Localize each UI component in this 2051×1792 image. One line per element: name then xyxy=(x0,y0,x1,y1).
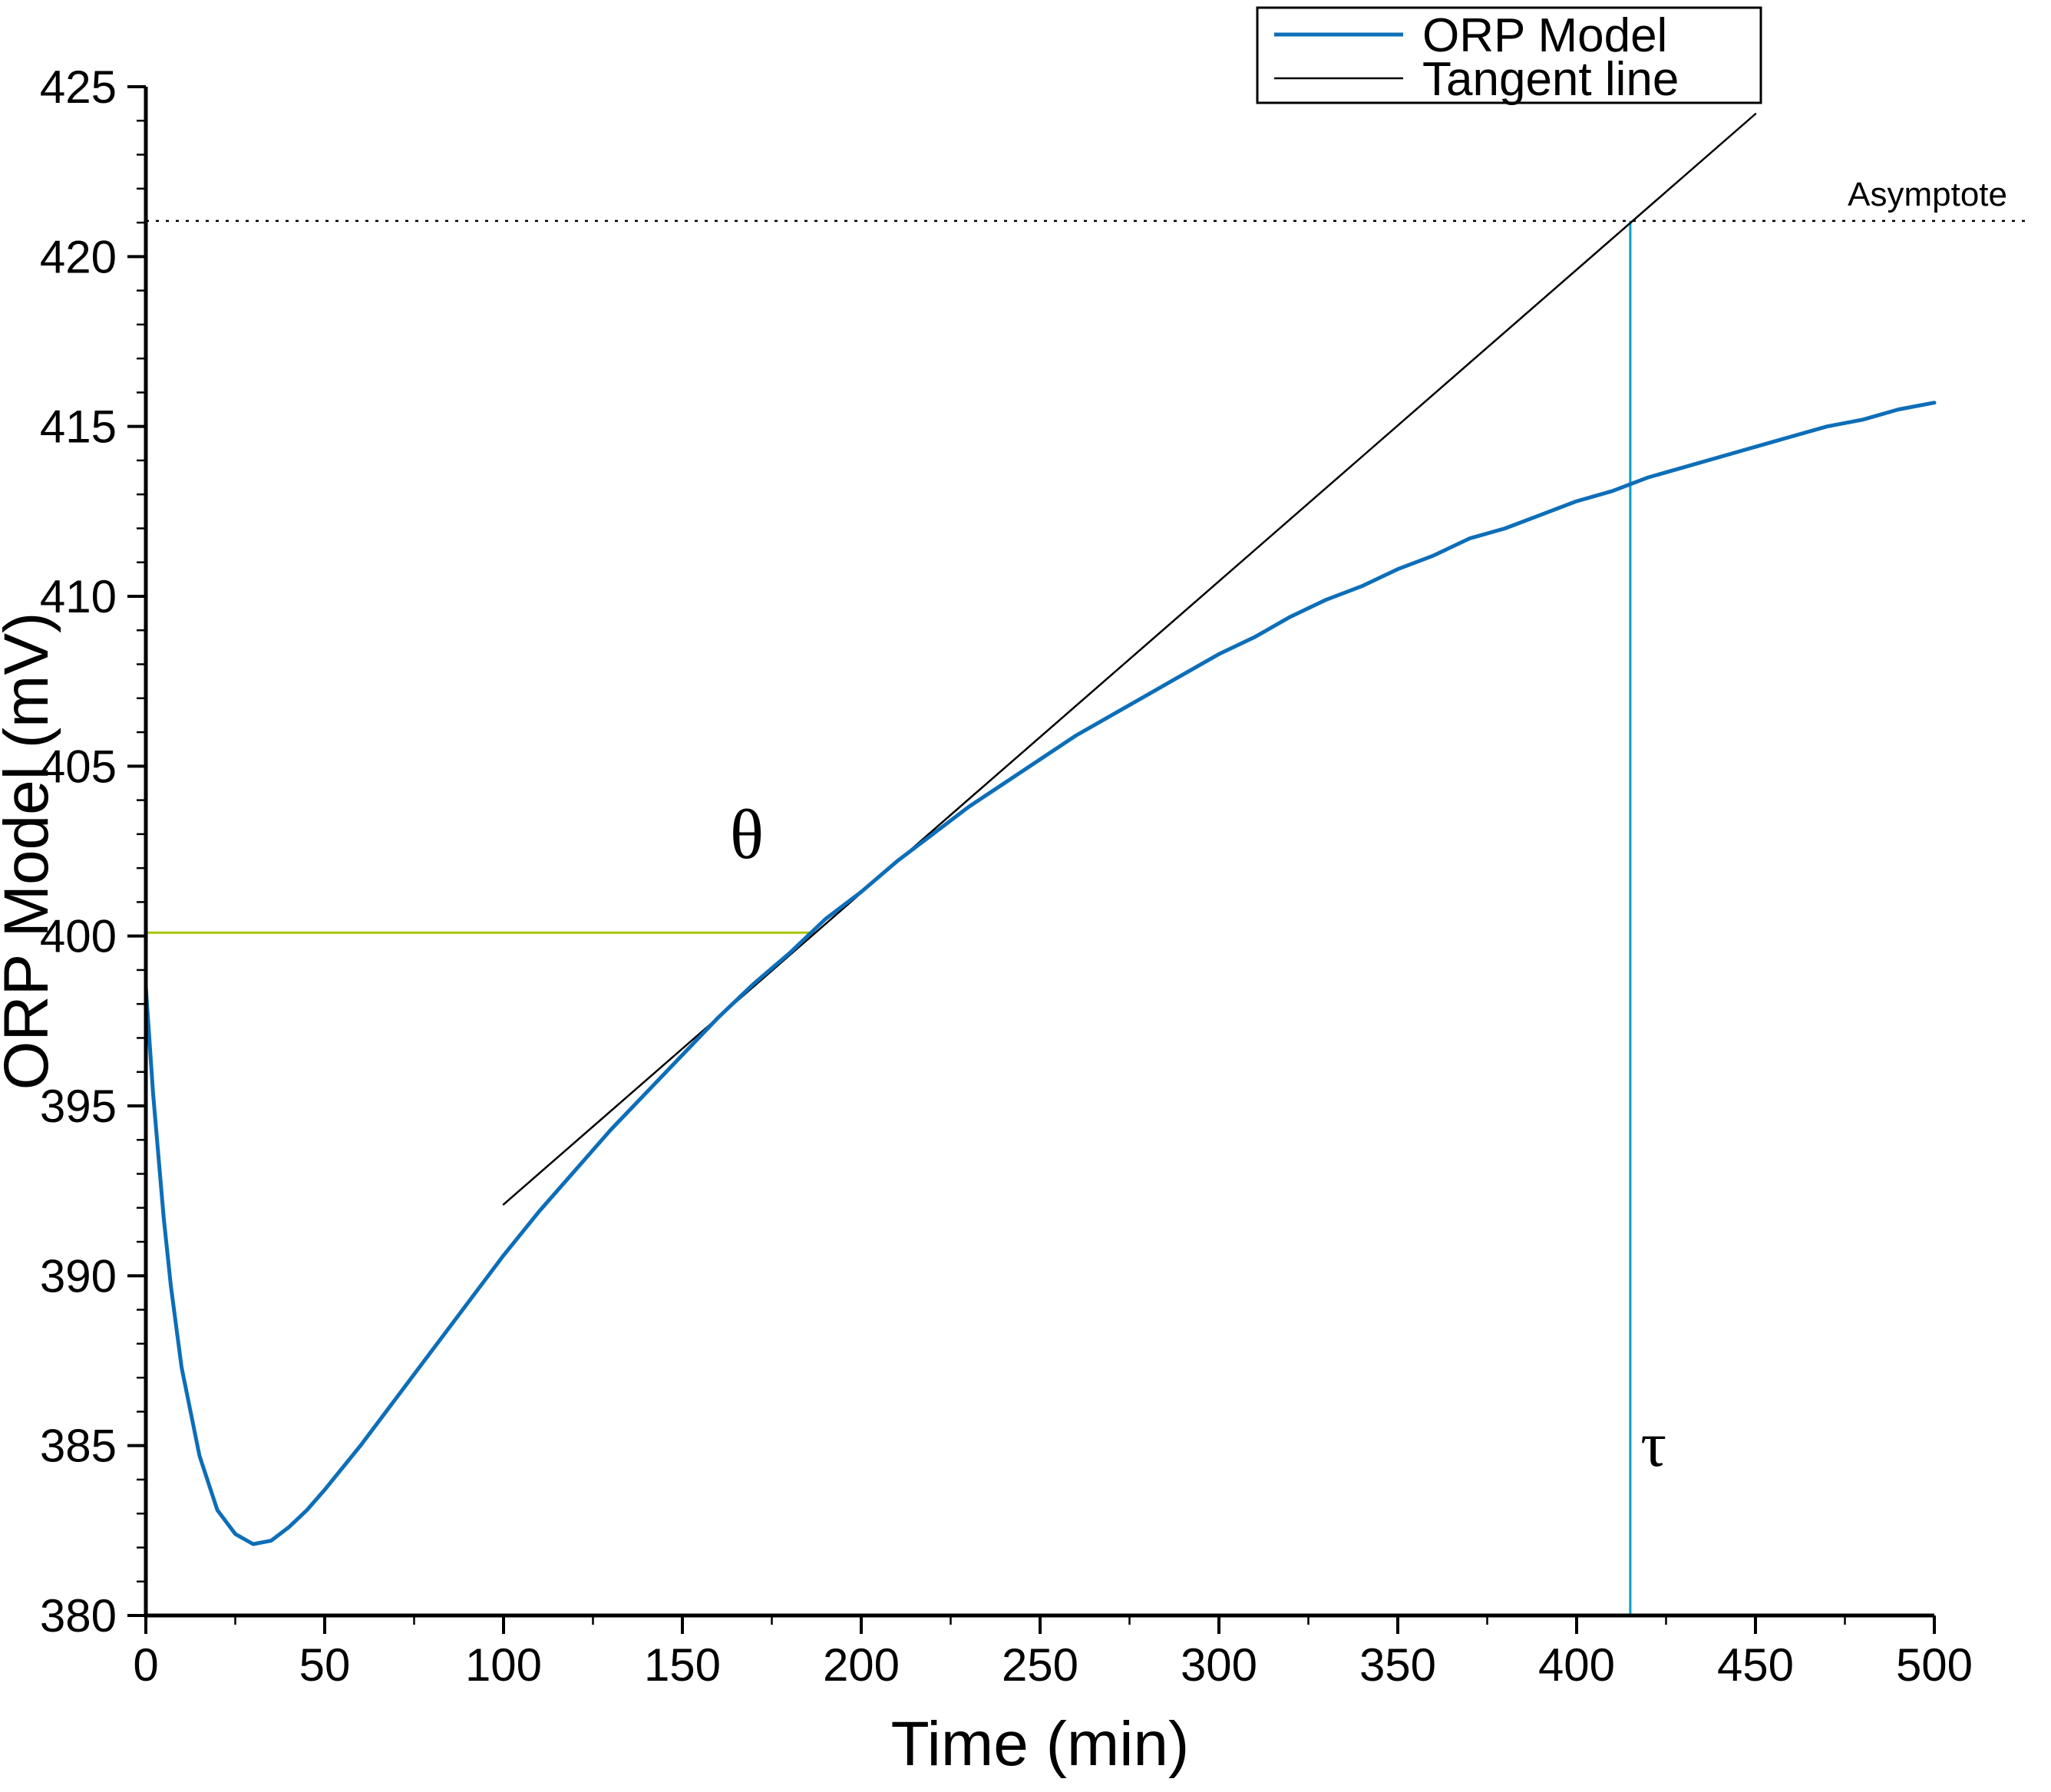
x-tick-label: 450 xyxy=(1717,1639,1794,1691)
legend-entry: Tangent line xyxy=(1274,53,1679,106)
y-tick-label: 385 xyxy=(40,1421,117,1472)
legend-label: Tangent line xyxy=(1422,53,1679,106)
y-tick-label: 390 xyxy=(40,1250,117,1302)
x-tick-label: 150 xyxy=(644,1639,721,1691)
x-tick-label: 0 xyxy=(133,1639,158,1691)
y-tick-label: 405 xyxy=(40,741,117,792)
y-axis-title: ORP Model (mV) xyxy=(0,612,61,1091)
x-tick-label: 350 xyxy=(1359,1639,1436,1691)
x-tick-label: 200 xyxy=(823,1639,900,1691)
x-tick-label: 100 xyxy=(465,1639,542,1691)
legend-label: ORP Model xyxy=(1422,9,1667,62)
x-tick-label: 50 xyxy=(299,1639,351,1691)
orp-model-line xyxy=(144,401,1937,1546)
x-axis-title: Time (min) xyxy=(891,1709,1190,1779)
x-tick-label: 500 xyxy=(1896,1639,1973,1691)
tau-label: τ xyxy=(1640,1409,1666,1480)
x-tick-label: 250 xyxy=(1002,1639,1078,1691)
theta-label: θ xyxy=(730,795,764,873)
y-tick-label: 380 xyxy=(40,1590,117,1642)
x-tick-label: 300 xyxy=(1181,1639,1257,1691)
asymptote-label: Asymptote xyxy=(1848,176,2007,213)
y-tick-label: 415 xyxy=(40,401,117,453)
legend-box xyxy=(1256,6,1762,104)
y-tick-label: 400 xyxy=(40,911,117,962)
y-tick-label: 420 xyxy=(40,231,117,282)
y-tick-label: 425 xyxy=(40,61,117,113)
legend-entry: ORP Model xyxy=(1274,9,1667,62)
y-tick-label: 395 xyxy=(40,1081,117,1132)
tangent-line-line xyxy=(502,113,1757,1206)
x-tick-label: 400 xyxy=(1538,1639,1615,1691)
y-tick-label: 410 xyxy=(40,571,117,622)
